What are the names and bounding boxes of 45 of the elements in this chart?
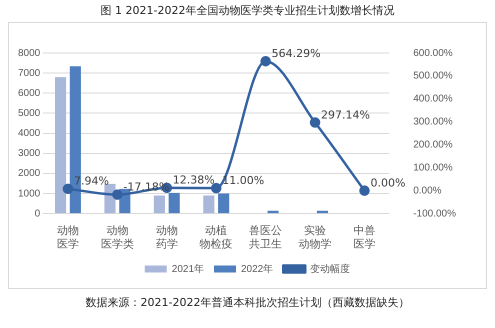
y-tick-label: 0 bbox=[34, 208, 41, 220]
bar bbox=[203, 196, 214, 214]
point bbox=[210, 182, 222, 194]
bar bbox=[54, 77, 66, 214]
y-tick-label: 2000 bbox=[18, 168, 41, 180]
y2-tick-label: 400.00% bbox=[413, 94, 453, 105]
y2-tick-label: 600.00% bbox=[413, 48, 453, 59]
chart-title: 图 1 2021-2022年全国动物医学类专业招生计划数增长情况 bbox=[100, 3, 396, 18]
y-tick-label: 3000 bbox=[18, 148, 41, 160]
y2-tick-label: -100.00% bbox=[413, 208, 456, 220]
point bbox=[62, 184, 74, 194]
bar bbox=[154, 196, 165, 214]
y-tick-label: 6000 bbox=[18, 88, 41, 99]
data-label: 12.38% bbox=[172, 174, 215, 187]
y2-tick-label: 300.00% bbox=[413, 116, 453, 128]
legend-label: 2021年 bbox=[172, 262, 204, 275]
x-tick-label: 动物医学 bbox=[56, 225, 79, 250]
point bbox=[310, 117, 320, 128]
point bbox=[359, 185, 370, 196]
y2-tick-label: 0.00% bbox=[413, 185, 442, 196]
point bbox=[260, 56, 271, 66]
y-tick-label: 4000 bbox=[18, 128, 41, 140]
data-label: 297.14% bbox=[321, 108, 370, 122]
bar bbox=[218, 194, 230, 214]
x-tick-label: 动物药学 bbox=[156, 225, 178, 250]
y-tick-label: 5000 bbox=[18, 108, 41, 119]
y2-tick-label: 200.00% bbox=[413, 140, 453, 151]
y-tick-label: 8000 bbox=[18, 48, 41, 59]
source-note: 数据来源：2021-2022年普通本科批次招生计划（西藏数据缺失） bbox=[84, 295, 410, 310]
legend-label: 变动幅度 bbox=[310, 262, 350, 275]
y2-tick-label: 500.00% bbox=[413, 70, 453, 82]
data-label: 0.00% bbox=[370, 176, 406, 190]
data-label: 564.29% bbox=[272, 47, 321, 60]
data-label: 11.00% bbox=[222, 174, 264, 187]
y-tick-label: 7000 bbox=[18, 68, 41, 79]
legend-label: 2022年 bbox=[241, 262, 274, 275]
point bbox=[112, 189, 123, 200]
x-tick-label: 动物医学类 bbox=[100, 225, 134, 250]
x-tick-label: 实验动物学 bbox=[298, 224, 332, 250]
y-tick-label: 1000 bbox=[18, 188, 41, 200]
bar bbox=[168, 192, 180, 214]
x-tick-label: 动植物检疫 bbox=[200, 224, 233, 250]
y2-tick-label: 100.00% bbox=[413, 162, 453, 174]
x-tick-label: 兽医公共卫生 bbox=[249, 225, 282, 250]
x-tick-label: 中兽医学 bbox=[353, 224, 376, 250]
